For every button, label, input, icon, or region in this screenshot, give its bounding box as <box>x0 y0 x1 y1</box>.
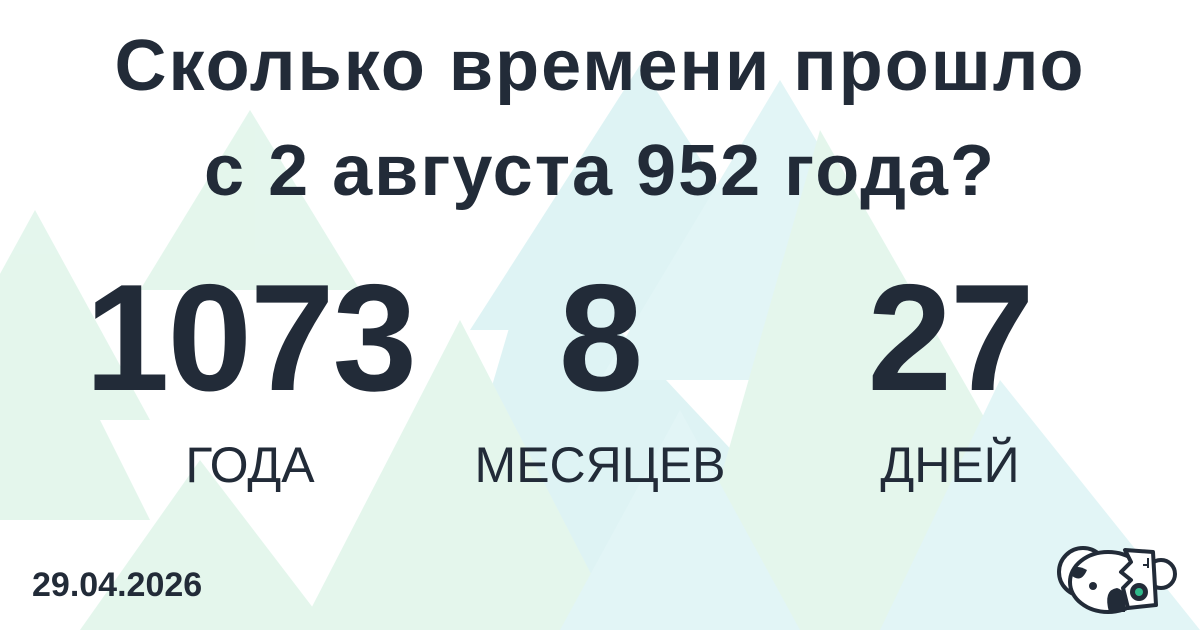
current-date: 29.04.2026 <box>32 566 203 604</box>
bg-triangle <box>300 320 620 630</box>
bg-triangle <box>140 110 360 290</box>
bg-triangle <box>0 210 150 420</box>
bg-triangle <box>420 240 900 630</box>
bg-triangle <box>600 80 960 380</box>
months-value: 8 <box>558 253 644 423</box>
bg-triangle <box>700 130 1060 550</box>
bg-triangle <box>560 410 800 630</box>
years-label: ГОДА <box>185 437 315 493</box>
days-value: 27 <box>867 253 1034 423</box>
bg-triangle <box>0 300 150 520</box>
koala-robot-logo <box>1057 546 1177 614</box>
title-line-1: Сколько времени прошло <box>114 26 1086 106</box>
title-line-2: с 2 августа 952 года? <box>204 131 996 211</box>
months-label: МЕСЯЦЕВ <box>474 437 726 493</box>
bg-triangle <box>690 300 1080 630</box>
years-value: 1073 <box>84 253 417 423</box>
days-label: ДНЕЙ <box>880 437 1020 493</box>
bg-triangle <box>470 65 810 330</box>
bg-triangle <box>80 460 330 630</box>
